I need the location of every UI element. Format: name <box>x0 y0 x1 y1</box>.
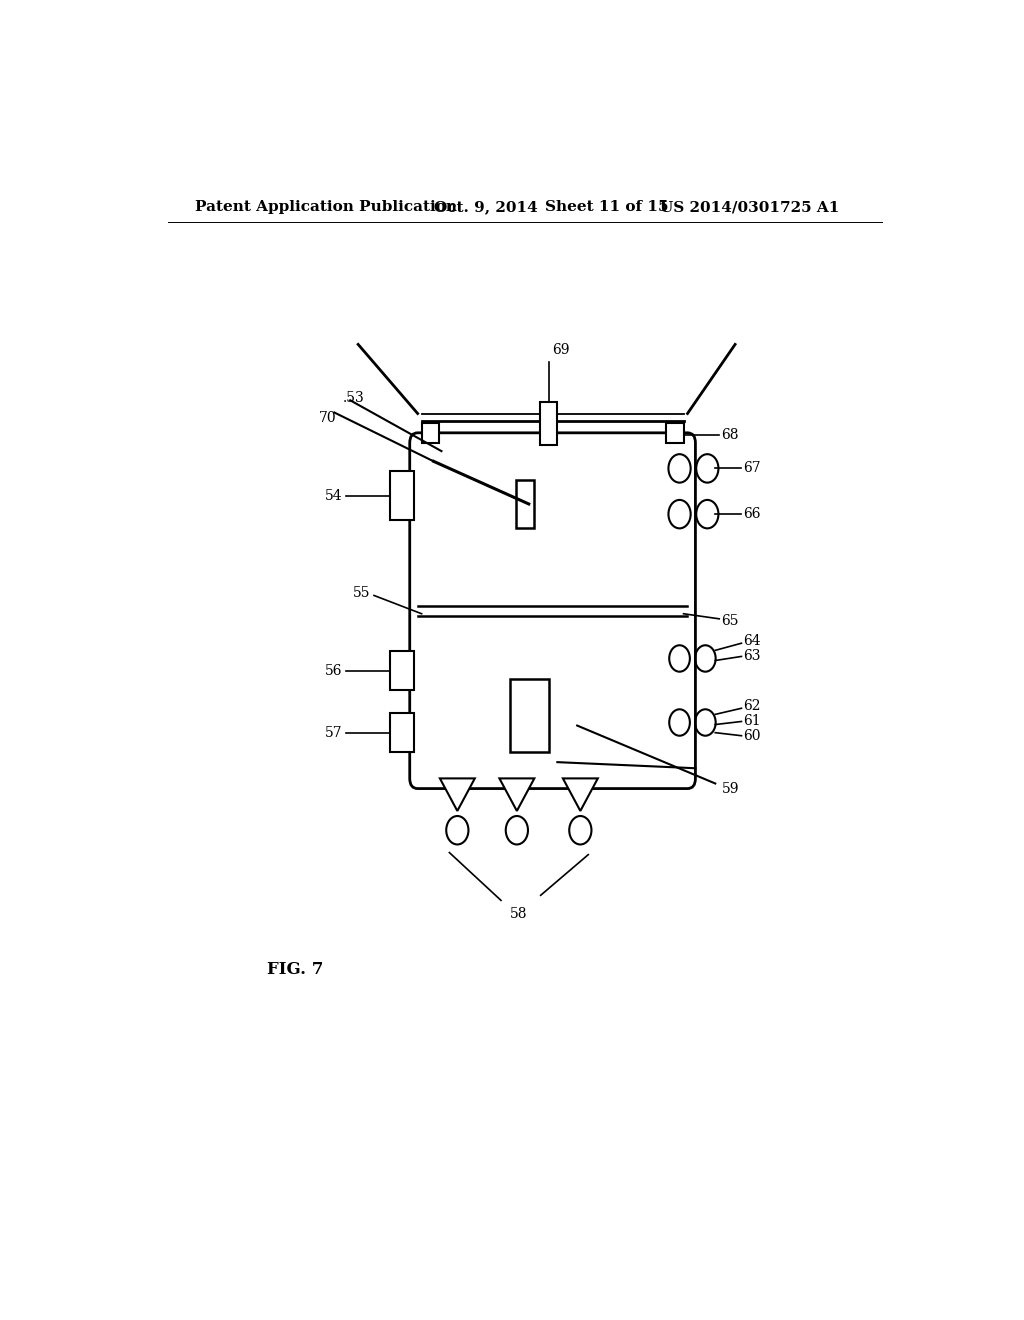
Bar <box>516 479 534 528</box>
Bar <box>510 678 550 752</box>
Bar <box>390 713 414 752</box>
Text: 56: 56 <box>325 664 342 677</box>
Text: 64: 64 <box>743 634 761 648</box>
Polygon shape <box>500 779 535 810</box>
Text: 59: 59 <box>722 781 739 796</box>
Text: US 2014/0301725 A1: US 2014/0301725 A1 <box>659 201 839 214</box>
Text: FIG. 7: FIG. 7 <box>267 961 324 978</box>
Bar <box>666 422 684 444</box>
Text: 68: 68 <box>722 428 739 442</box>
Text: Sheet 11 of 15: Sheet 11 of 15 <box>545 201 668 214</box>
Polygon shape <box>563 779 598 810</box>
Text: 57: 57 <box>325 726 342 739</box>
Polygon shape <box>440 779 475 810</box>
FancyBboxPatch shape <box>410 433 695 788</box>
Text: 54: 54 <box>325 488 342 503</box>
Text: 58: 58 <box>510 907 527 921</box>
Text: 61: 61 <box>743 714 761 729</box>
Text: 65: 65 <box>722 614 739 628</box>
Text: .53: .53 <box>342 391 364 405</box>
Bar <box>540 403 557 445</box>
Bar <box>390 471 414 520</box>
Text: Oct. 9, 2014: Oct. 9, 2014 <box>433 201 538 214</box>
Bar <box>390 651 414 690</box>
Text: 63: 63 <box>743 649 761 664</box>
Text: 67: 67 <box>743 462 761 475</box>
Text: 66: 66 <box>743 507 761 521</box>
Text: 55: 55 <box>352 586 370 601</box>
Text: Patent Application Publication: Patent Application Publication <box>196 201 458 214</box>
Text: 62: 62 <box>743 700 761 713</box>
Text: 60: 60 <box>743 729 761 743</box>
Bar <box>422 422 439 444</box>
Text: 69: 69 <box>553 343 570 356</box>
Text: 70: 70 <box>318 411 336 425</box>
